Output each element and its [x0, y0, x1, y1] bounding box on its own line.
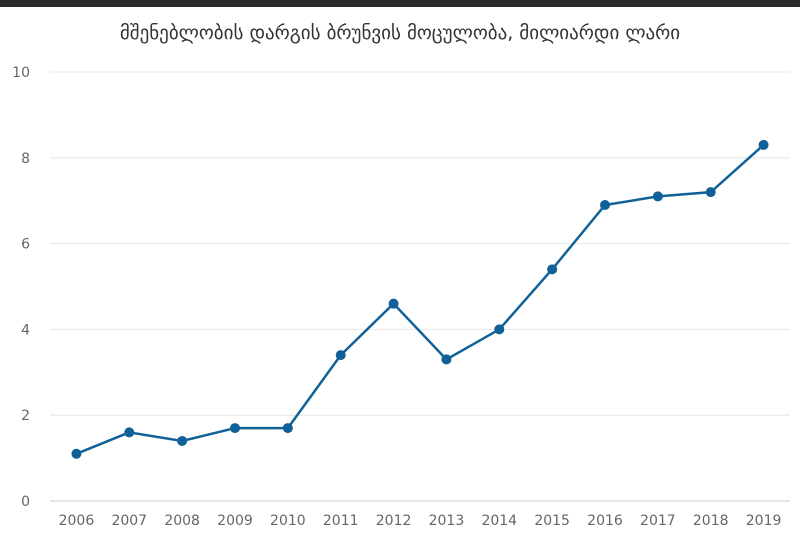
- top-bar: [0, 0, 800, 7]
- x-tick-label: 2008: [164, 513, 200, 529]
- y-tick-label: 6: [21, 237, 30, 253]
- x-tick-label: 2010: [270, 513, 306, 529]
- y-tick-label: 4: [21, 322, 30, 338]
- x-tick-label: 2012: [376, 513, 412, 529]
- x-tick-label: 2014: [481, 513, 517, 529]
- data-point: [230, 423, 240, 434]
- data-point: [71, 448, 82, 459]
- x-tick-label: 2018: [693, 513, 729, 529]
- x-tick-label: 2007: [111, 513, 147, 529]
- x-tick-label: 2017: [640, 513, 676, 529]
- x-tick-label: 2019: [746, 513, 782, 529]
- y-tick-label: 8: [21, 151, 30, 167]
- x-tick-label: 2015: [534, 513, 570, 529]
- data-point: [177, 435, 188, 446]
- data-point: [441, 354, 452, 365]
- series-line: [75, 143, 765, 455]
- x-tick-label: 2016: [587, 513, 623, 529]
- data-point: [388, 298, 399, 309]
- x-tick-label: 2009: [217, 513, 253, 529]
- data-point: [652, 191, 663, 202]
- y-tick-label: 2: [21, 408, 30, 424]
- grid-lines: [50, 71, 790, 502]
- y-tick-label: 0: [21, 494, 30, 510]
- data-point: [335, 350, 346, 361]
- x-tick-label: 2006: [59, 513, 95, 529]
- data-point: [600, 199, 610, 210]
- data-points: [71, 139, 769, 459]
- data-point: [282, 423, 293, 434]
- data-point: [124, 427, 135, 438]
- x-axis-ticks: 2006 2007 2008 2009 2010 2011 2012 2013 2014 2015…: [59, 513, 782, 529]
- data-point: [494, 324, 505, 335]
- data-point: [705, 187, 716, 198]
- data-point: [758, 139, 769, 150]
- y-axis-ticks: 0 2 4 6 8 10: [12, 65, 30, 510]
- data-point: [547, 264, 558, 275]
- chart-title: მშენებლობის დარგის ბრუნვის მოცულობა, მილ…: [119, 22, 681, 44]
- x-tick-label: 2011: [323, 513, 359, 529]
- y-tick-label: 10: [12, 65, 30, 81]
- x-tick-label: 2013: [429, 513, 465, 529]
